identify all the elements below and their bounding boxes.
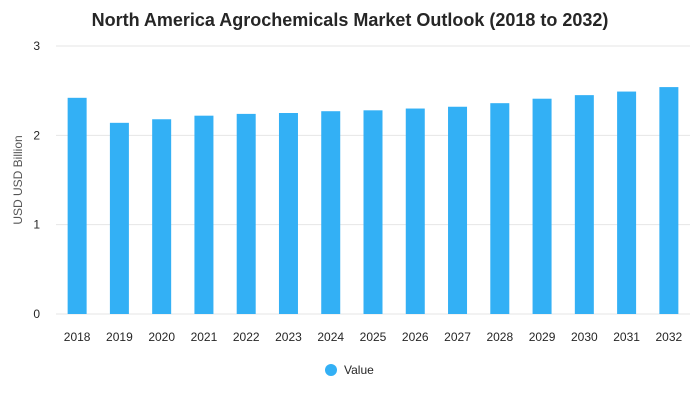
y-axis-label: USD USD Billion <box>11 135 25 224</box>
bar[interactable] <box>236 113 256 314</box>
legend-marker-value <box>325 364 337 376</box>
x-tick-label: 2028 <box>486 330 513 344</box>
bar[interactable] <box>321 111 341 314</box>
x-tick-label: 2026 <box>402 330 429 344</box>
bar[interactable] <box>67 97 87 315</box>
y-tick-label: 0 <box>33 307 40 321</box>
x-tick-label: 2023 <box>275 330 302 344</box>
x-tick-label: 2020 <box>148 330 175 344</box>
bar[interactable] <box>405 108 425 315</box>
legend-label-value: Value <box>344 363 374 377</box>
x-tick-label: 2027 <box>444 330 471 344</box>
x-tick-label: 2019 <box>106 330 133 344</box>
bar[interactable] <box>490 103 510 314</box>
bars <box>67 87 679 315</box>
x-tick-label: 2024 <box>317 330 344 344</box>
x-axis-ticks: 2018 2019 2020 2021 2022 2023 2024 2025 2026 2027… <box>64 330 683 344</box>
y-tick-label: 2 <box>33 128 40 142</box>
bar[interactable] <box>448 106 468 314</box>
bar[interactable] <box>278 113 298 314</box>
bar[interactable] <box>532 98 552 314</box>
x-tick-label: 2032 <box>656 330 683 344</box>
bar[interactable] <box>617 91 637 314</box>
x-tick-label: 2022 <box>233 330 260 344</box>
y-tick-label: 3 <box>33 39 40 53</box>
bar[interactable] <box>659 87 679 315</box>
bar[interactable] <box>574 95 594 314</box>
x-tick-label: 2030 <box>571 330 598 344</box>
x-tick-label: 2025 <box>360 330 387 344</box>
x-tick-label: 2031 <box>613 330 640 344</box>
x-tick-label: 2029 <box>529 330 556 344</box>
bar[interactable] <box>363 110 383 314</box>
chart-title: North America Agrochemicals Market Outlo… <box>92 10 609 30</box>
bar[interactable] <box>152 119 172 315</box>
y-axis-ticks: 0 1 2 3 <box>33 39 40 321</box>
y-tick-label: 1 <box>33 218 40 232</box>
x-tick-label: 2018 <box>64 330 91 344</box>
bar[interactable] <box>194 115 214 315</box>
legend[interactable]: Value <box>325 363 374 377</box>
x-tick-label: 2021 <box>191 330 218 344</box>
bar[interactable] <box>109 122 129 315</box>
